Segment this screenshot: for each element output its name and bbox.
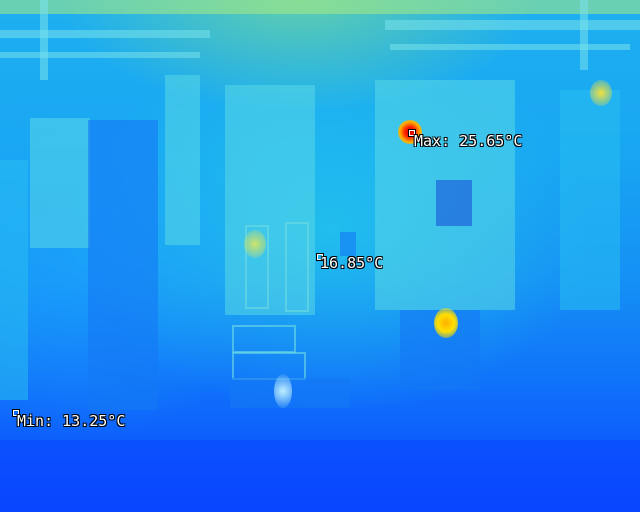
ceiling-beam: [0, 52, 200, 58]
ceiling-beam: [0, 30, 210, 38]
ceiling-beam: [40, 0, 48, 80]
equipment-rack: [225, 85, 315, 315]
ceiling-beam: [390, 44, 630, 50]
min-marker: [13, 410, 19, 416]
ceiling-beam: [0, 0, 640, 14]
rack-module: [245, 225, 269, 309]
hotspot-warm: [590, 80, 612, 106]
rack-module: [285, 222, 309, 312]
center-marker: [317, 254, 323, 260]
column: [165, 75, 200, 245]
max-temperature-label: Max: 25.65°C: [414, 132, 523, 150]
rack-module: [232, 352, 306, 380]
cabinet-left: [30, 118, 90, 248]
hotspot-warm: [244, 230, 266, 258]
min-temperature-label: Min: 13.25°C: [17, 412, 126, 430]
hotspot-warm: [434, 308, 458, 338]
max-marker: [409, 130, 415, 136]
ceiling-beam: [580, 0, 588, 70]
hotspot-max: [398, 120, 422, 144]
rack-slot: [340, 232, 356, 256]
cabinet-window: [436, 180, 472, 226]
cabinet-left-side: [0, 160, 28, 400]
hotspot-cool: [274, 374, 292, 408]
ceiling-beam: [385, 20, 640, 30]
center-temperature-label: 16.85°C: [320, 254, 384, 272]
cabinet-shadow: [88, 120, 158, 410]
cabinet-far-right: [560, 90, 620, 310]
rack-module: [232, 325, 296, 353]
floor: [0, 440, 640, 512]
